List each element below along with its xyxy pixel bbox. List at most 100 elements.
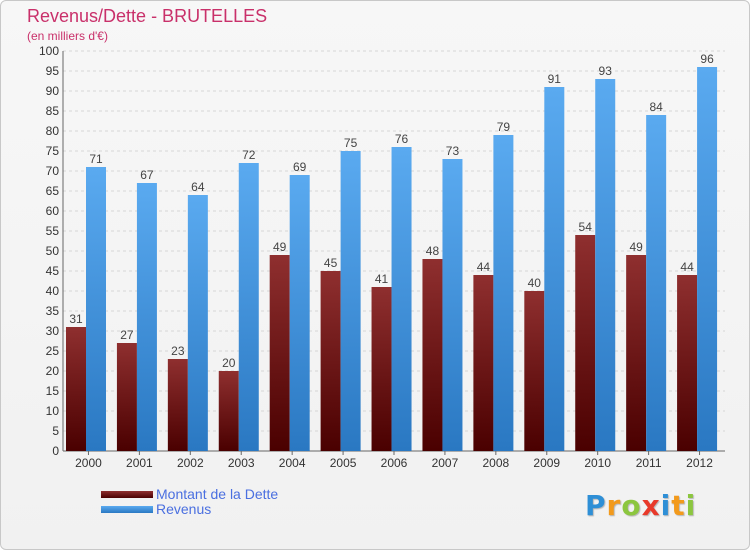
bar-revenue (238, 163, 259, 451)
logo-letter: o (621, 489, 642, 522)
data-label-debt: 20 (222, 356, 236, 370)
bar-revenue (646, 115, 667, 451)
data-label-revenue: 64 (191, 180, 205, 194)
bar-revenue (595, 79, 616, 451)
data-label-debt: 41 (375, 272, 389, 286)
y-tick-label: 60 (46, 204, 60, 218)
bar-revenue (697, 67, 718, 451)
bar-debt (320, 271, 341, 451)
logo-letter: i (660, 489, 672, 522)
bar-debt (626, 255, 647, 451)
x-tick-label: 2001 (126, 456, 153, 470)
chart-title: Revenus/Dette - BRUTELLES (27, 6, 268, 26)
data-label-debt: 44 (477, 260, 491, 274)
y-tick-label: 5 (52, 424, 59, 438)
x-tick-label: 2007 (432, 456, 459, 470)
bar-revenue (442, 159, 463, 451)
y-tick-label: 70 (46, 164, 60, 178)
data-label-debt: 44 (680, 260, 694, 274)
data-label-debt: 48 (426, 244, 440, 258)
data-label-revenue: 73 (446, 144, 460, 158)
y-tick-label: 10 (46, 404, 60, 418)
data-label-revenue: 69 (293, 160, 307, 174)
x-tick-label: 2005 (330, 456, 357, 470)
y-tick-label: 25 (46, 344, 60, 358)
chart-subtitle: (en milliers d'€) (27, 29, 108, 43)
x-tick-label: 2008 (482, 456, 509, 470)
y-tick-label: 55 (46, 224, 60, 238)
bar-debt (575, 235, 596, 451)
data-label-debt: 45 (324, 256, 338, 270)
bar-debt (677, 275, 698, 451)
legend-label-debt: Montant de la Dette (156, 486, 279, 502)
y-tick-label: 0 (52, 444, 59, 458)
x-tick-label: 2006 (381, 456, 408, 470)
y-tick-label: 85 (46, 104, 60, 118)
y-tick-label: 35 (46, 304, 60, 318)
data-label-debt: 31 (69, 312, 83, 326)
bar-debt (371, 287, 392, 451)
data-label-revenue: 96 (700, 52, 714, 66)
bar-debt (473, 275, 494, 451)
x-tick-label: 2002 (177, 456, 204, 470)
y-tick-label: 50 (46, 244, 60, 258)
logo-letter: i (685, 489, 697, 522)
bar-debt (524, 291, 545, 451)
data-labels: 31 71 27 67 23 64 20 72 49 69 45 75 41 76 48 73 44 79 40 91… (69, 52, 714, 370)
legend-label-revenue: Revenus (156, 501, 212, 517)
legend-swatch-debt (101, 491, 153, 498)
data-label-debt: 49 (273, 240, 287, 254)
y-tick-label: 90 (46, 84, 60, 98)
bar-revenue (187, 195, 208, 451)
y-tick-label: 75 (46, 144, 60, 158)
bar-debt (66, 327, 86, 451)
proxiti-logo: Proxiti (585, 489, 696, 522)
data-label-revenue: 79 (497, 120, 511, 134)
y-tick-label: 30 (46, 324, 60, 338)
data-label-revenue: 84 (649, 100, 663, 114)
y-tick-label: 40 (46, 284, 60, 298)
legend-swatch-revenue (101, 506, 153, 513)
x-tick-label: 2009 (533, 456, 560, 470)
logo-letter: x (641, 489, 661, 522)
data-label-revenue: 76 (395, 132, 409, 146)
bar-revenue (289, 175, 310, 451)
y-tick-label: 45 (46, 264, 60, 278)
data-label-revenue: 75 (344, 136, 358, 150)
data-label-debt: 54 (579, 220, 593, 234)
bar-debt (167, 359, 188, 451)
x-tick-label: 2000 (75, 456, 102, 470)
data-label-revenue: 71 (89, 152, 103, 166)
bar-revenue (493, 135, 514, 451)
data-label-revenue: 91 (548, 72, 562, 86)
bar-revenue (86, 167, 106, 451)
bars (66, 67, 718, 451)
x-tick-label: 2004 (279, 456, 306, 470)
y-tick-label: 20 (46, 364, 60, 378)
data-label-debt: 27 (120, 328, 134, 342)
x-tick-label: 2010 (584, 456, 611, 470)
y-tick-label: 80 (46, 124, 60, 138)
logo-letter: t (671, 489, 686, 522)
x-tick-label: 2012 (686, 456, 713, 470)
bar-debt (116, 343, 137, 451)
data-label-debt: 40 (528, 276, 542, 290)
logo-letter: P (585, 489, 607, 522)
data-label-revenue: 67 (140, 168, 154, 182)
bar-debt (218, 371, 239, 451)
y-tick-label: 100 (39, 44, 59, 58)
y-tick-label: 15 (46, 384, 60, 398)
bar-revenue (544, 87, 565, 451)
data-label-debt: 23 (171, 344, 185, 358)
x-tick-label: 2011 (636, 456, 662, 470)
data-label-debt: 49 (629, 240, 643, 254)
data-label-revenue: 93 (599, 64, 613, 78)
bar-revenue (136, 183, 157, 451)
x-tick-label: 2003 (228, 456, 255, 470)
bar-debt (422, 259, 443, 451)
axes: 0 5 10 15 20 25 30 35 40 45 50 55 60 65 70 75 80 85 90 95 10… (39, 44, 725, 470)
y-tick-label: 95 (46, 64, 60, 78)
data-label-revenue: 72 (242, 148, 256, 162)
